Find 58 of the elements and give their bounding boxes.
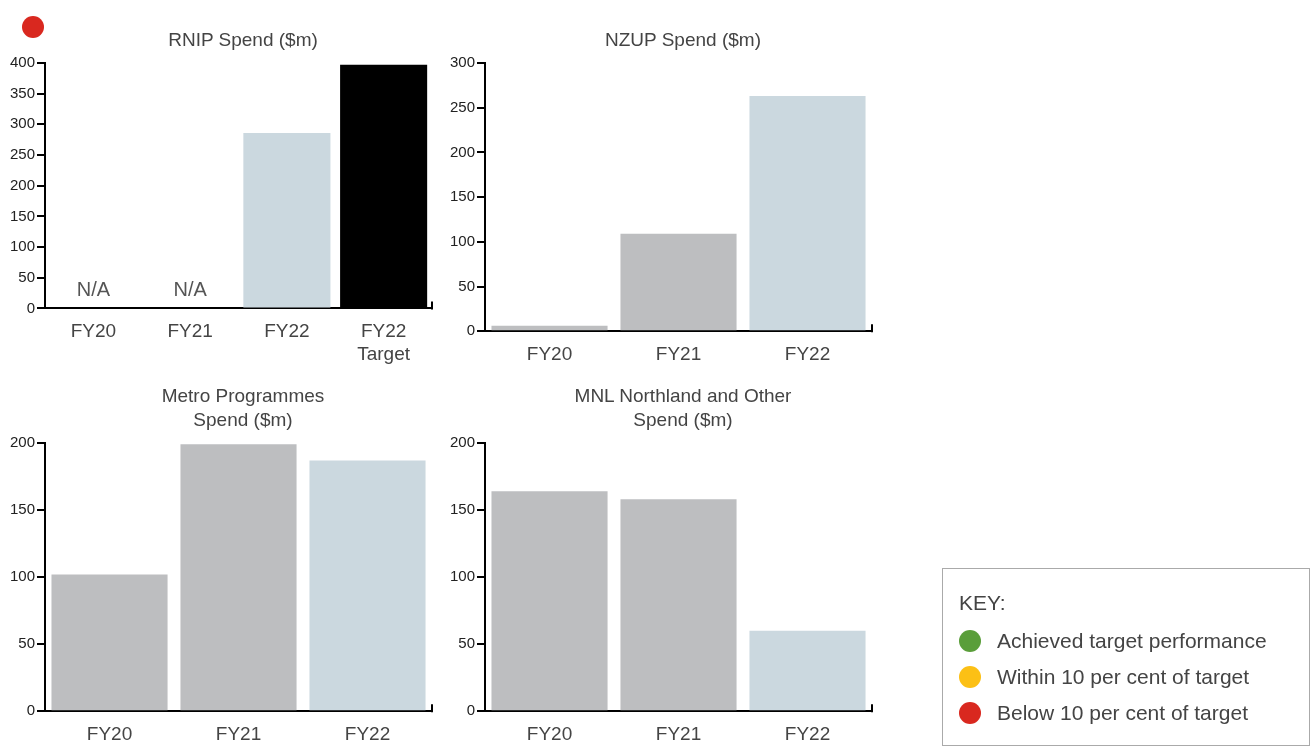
y-tick-label: 150 (10, 500, 36, 518)
text: Within 10 per cent of target (997, 665, 1250, 689)
x-tick-label: FY21 (167, 320, 213, 342)
text: Achieved target performance (997, 629, 1267, 653)
bar (51, 574, 168, 711)
y-tick-label: 250 (10, 145, 36, 163)
y-tick-label: 150 (10, 206, 36, 224)
text: N/A (173, 277, 207, 300)
y-tick-label: 100 (10, 237, 36, 255)
y-tick-label: 0 (466, 701, 476, 719)
y-tick-label: 100 (450, 231, 476, 249)
bar (749, 96, 866, 331)
x-tick-label: FY20 (526, 722, 573, 744)
x-tick-label: FY20 (86, 722, 133, 744)
chart-title: MNL Northland and Other Spend ($m) (573, 384, 793, 432)
y-tick-label: 100 (10, 567, 36, 585)
y-tick-label: 50 (458, 634, 476, 652)
y-tick-label: 250 (450, 97, 476, 115)
y-tick-label: 300 (450, 53, 476, 71)
bar (180, 444, 297, 711)
text: Below 10 per cent of target (997, 701, 1248, 725)
x-tick-label: FY21 (215, 722, 262, 744)
y-tick-label: 0 (26, 298, 36, 316)
bar (491, 491, 608, 711)
x-tick-label: FY22 Target (357, 320, 411, 364)
x-tick-label: FY22 (264, 320, 310, 342)
x-tick-label: FY22 (784, 722, 831, 744)
y-tick-label: 400 (10, 53, 36, 71)
x-tick-label: FY22 (784, 342, 831, 364)
bar (491, 325, 608, 331)
x-tick-label: FY22 (344, 722, 391, 744)
x-tick-label: FY21 (655, 342, 702, 364)
y-tick-label: 150 (450, 500, 476, 518)
y-tick-label: 0 (26, 701, 36, 719)
y-tick-label: 100 (450, 567, 476, 585)
x-tick-label: FY21 (655, 722, 702, 744)
text: N/A (76, 277, 111, 300)
y-tick-label: 200 (10, 175, 36, 193)
bar (749, 630, 866, 711)
x-tick-label: FY20 (70, 320, 117, 342)
bar (620, 499, 737, 711)
x-tick-label: FY20 (526, 342, 573, 364)
y-tick-label: 0 (466, 321, 476, 339)
y-tick-label: 50 (458, 276, 476, 294)
y-tick-label: 200 (450, 433, 476, 451)
text: KEY: (959, 591, 1007, 615)
bar (620, 233, 737, 331)
y-tick-label: 300 (10, 114, 36, 132)
y-tick-label: 150 (450, 187, 476, 205)
chart-title: NZUP Spend ($m) (604, 28, 762, 52)
bar (309, 460, 426, 711)
chart-title: Metro Programmes Spend ($m) (160, 384, 326, 432)
y-tick-label: 350 (10, 83, 36, 101)
y-tick-label: 200 (10, 433, 36, 451)
y-tick-label: 50 (18, 267, 36, 285)
y-tick-label: 200 (450, 142, 476, 160)
chart-title: RNIP Spend ($m) (167, 28, 319, 52)
y-tick-label: 50 (18, 634, 36, 652)
